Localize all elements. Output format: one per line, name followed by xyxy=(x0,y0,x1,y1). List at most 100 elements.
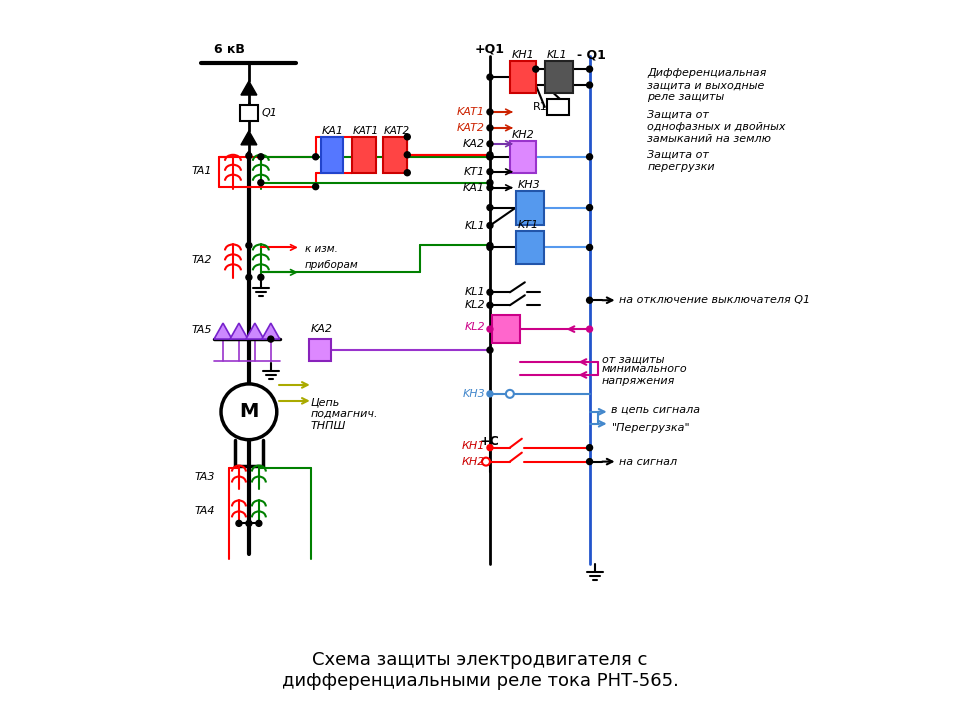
Circle shape xyxy=(258,180,264,186)
Text: защита и выходные: защита и выходные xyxy=(647,80,765,90)
Circle shape xyxy=(246,274,252,280)
Circle shape xyxy=(487,204,492,210)
Text: KA2: KA2 xyxy=(311,324,333,334)
Bar xyxy=(510,61,536,93)
Text: в цепь сигнала: в цепь сигнала xyxy=(612,405,701,415)
Text: +Q1: +Q1 xyxy=(475,42,505,55)
Text: КН1: КН1 xyxy=(462,441,485,451)
Circle shape xyxy=(404,170,410,176)
Text: перегрузки: перегрузки xyxy=(647,162,715,172)
Text: 6 кВ: 6 кВ xyxy=(213,42,245,55)
Text: KL2: KL2 xyxy=(465,322,485,332)
Circle shape xyxy=(221,384,276,440)
Text: KH2: KH2 xyxy=(512,130,535,140)
Text: KA2: KA2 xyxy=(463,139,485,149)
Text: KL1: KL1 xyxy=(465,220,485,230)
Bar xyxy=(309,339,330,361)
Polygon shape xyxy=(214,323,232,339)
Polygon shape xyxy=(246,323,264,339)
Circle shape xyxy=(258,154,264,160)
Text: KH3: KH3 xyxy=(462,389,485,399)
Circle shape xyxy=(256,521,262,526)
Bar xyxy=(240,105,258,121)
Text: R1: R1 xyxy=(533,102,547,112)
Text: к изм.: к изм. xyxy=(304,244,338,254)
Text: ТНПШ: ТНПШ xyxy=(311,420,346,431)
Text: Схема защиты электродвигателя с
дифференциальными реле тока РНТ-565.: Схема защиты электродвигателя с дифферен… xyxy=(281,652,679,690)
Circle shape xyxy=(246,153,252,159)
Text: Защита от: Защита от xyxy=(647,150,709,160)
Circle shape xyxy=(587,245,592,251)
Polygon shape xyxy=(230,323,248,339)
Circle shape xyxy=(487,445,492,451)
Text: однофазных и двойных: однофазных и двойных xyxy=(647,122,786,132)
Text: подмагнич.: подмагнич. xyxy=(311,409,378,419)
Circle shape xyxy=(587,66,592,72)
Circle shape xyxy=(587,82,592,88)
Circle shape xyxy=(404,134,410,140)
Circle shape xyxy=(482,458,490,466)
Bar xyxy=(544,61,573,93)
Bar xyxy=(547,99,568,115)
Text: на сигнал: на сигнал xyxy=(619,456,678,467)
Circle shape xyxy=(587,445,592,451)
Circle shape xyxy=(487,245,492,251)
Circle shape xyxy=(487,152,492,158)
Text: КН2: КН2 xyxy=(462,456,485,467)
Circle shape xyxy=(258,274,264,280)
Text: от защиты: от защиты xyxy=(602,355,664,365)
Circle shape xyxy=(313,184,319,189)
Circle shape xyxy=(487,168,492,175)
Text: на отключение выключателя Q1: на отключение выключателя Q1 xyxy=(619,295,810,305)
Circle shape xyxy=(487,180,492,186)
Circle shape xyxy=(587,297,592,303)
Text: KL1: KL1 xyxy=(547,50,567,60)
Circle shape xyxy=(487,289,492,295)
Text: KH3: KH3 xyxy=(517,180,540,189)
Circle shape xyxy=(487,141,492,147)
Polygon shape xyxy=(262,323,279,339)
Text: - Q1: - Q1 xyxy=(577,49,606,62)
Text: KL2: KL2 xyxy=(465,300,485,310)
Circle shape xyxy=(587,326,592,332)
Polygon shape xyxy=(241,81,257,95)
Circle shape xyxy=(487,184,492,191)
Circle shape xyxy=(487,222,492,228)
Text: KAT2: KAT2 xyxy=(383,126,410,136)
Bar xyxy=(510,141,536,173)
Text: приборам: приборам xyxy=(304,261,358,271)
Bar xyxy=(321,137,343,173)
Text: KT1: KT1 xyxy=(517,220,539,230)
Circle shape xyxy=(246,243,252,248)
Text: замыканий на землю: замыканий на землю xyxy=(647,134,771,144)
Circle shape xyxy=(487,391,492,397)
Text: напряжения: напряжения xyxy=(602,376,675,386)
Text: Дифференциальная: Дифференциальная xyxy=(647,68,767,78)
Circle shape xyxy=(487,302,492,308)
Text: Защита от: Защита от xyxy=(647,110,709,120)
Text: +C: +C xyxy=(480,435,500,448)
Circle shape xyxy=(487,109,492,115)
Circle shape xyxy=(587,459,592,464)
Circle shape xyxy=(487,125,492,131)
Bar xyxy=(383,137,407,173)
Circle shape xyxy=(587,204,592,210)
Text: KAT1: KAT1 xyxy=(352,126,378,136)
Text: KH1: KH1 xyxy=(512,50,535,60)
Circle shape xyxy=(487,347,492,353)
Bar xyxy=(492,315,520,343)
Text: KAT2: KAT2 xyxy=(457,123,485,133)
Text: KL1: KL1 xyxy=(465,287,485,297)
Text: KA1: KA1 xyxy=(463,183,485,193)
Text: Цепь: Цепь xyxy=(311,397,340,407)
Bar xyxy=(516,191,543,225)
Text: M: M xyxy=(239,402,258,421)
Circle shape xyxy=(313,154,319,160)
Bar xyxy=(516,230,543,264)
Text: KT1: KT1 xyxy=(464,167,485,176)
Circle shape xyxy=(487,243,492,248)
Text: TA2: TA2 xyxy=(191,256,211,266)
Bar xyxy=(352,137,376,173)
Text: KAT1: KAT1 xyxy=(457,107,485,117)
Circle shape xyxy=(506,390,514,398)
